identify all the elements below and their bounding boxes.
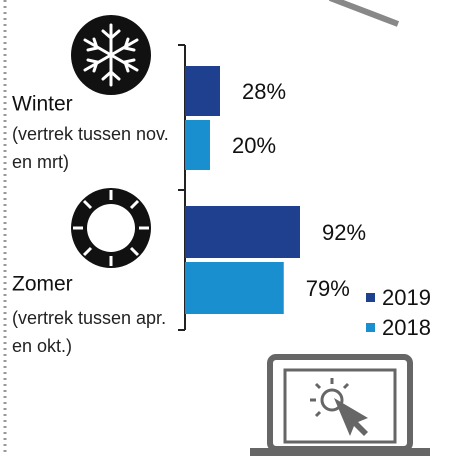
category-subtitle: (vertrek tussen nov. en mrt) [12, 124, 169, 172]
bar [185, 262, 284, 314]
laptop-icon [250, 354, 430, 456]
category-label: Winter [12, 93, 73, 116]
legend-swatch [366, 323, 375, 332]
bar [185, 120, 210, 170]
decor-line [328, 0, 400, 27]
value-label: 92% [322, 220, 366, 245]
legend-label: 2018 [382, 315, 431, 340]
tire-icon [71, 188, 151, 268]
value-label: 20% [232, 133, 276, 158]
bar [185, 66, 220, 116]
category-subtitle: (vertrek tussen apr. en okt.) [12, 308, 167, 356]
legend-label: 2019 [382, 285, 431, 310]
axis [178, 44, 186, 331]
value-label: 28% [242, 79, 286, 104]
legend-swatch [366, 293, 375, 302]
category-label: Zomer [12, 273, 73, 296]
snowflake-icon [71, 15, 151, 95]
value-label: 79% [306, 276, 350, 301]
bar [185, 206, 300, 258]
